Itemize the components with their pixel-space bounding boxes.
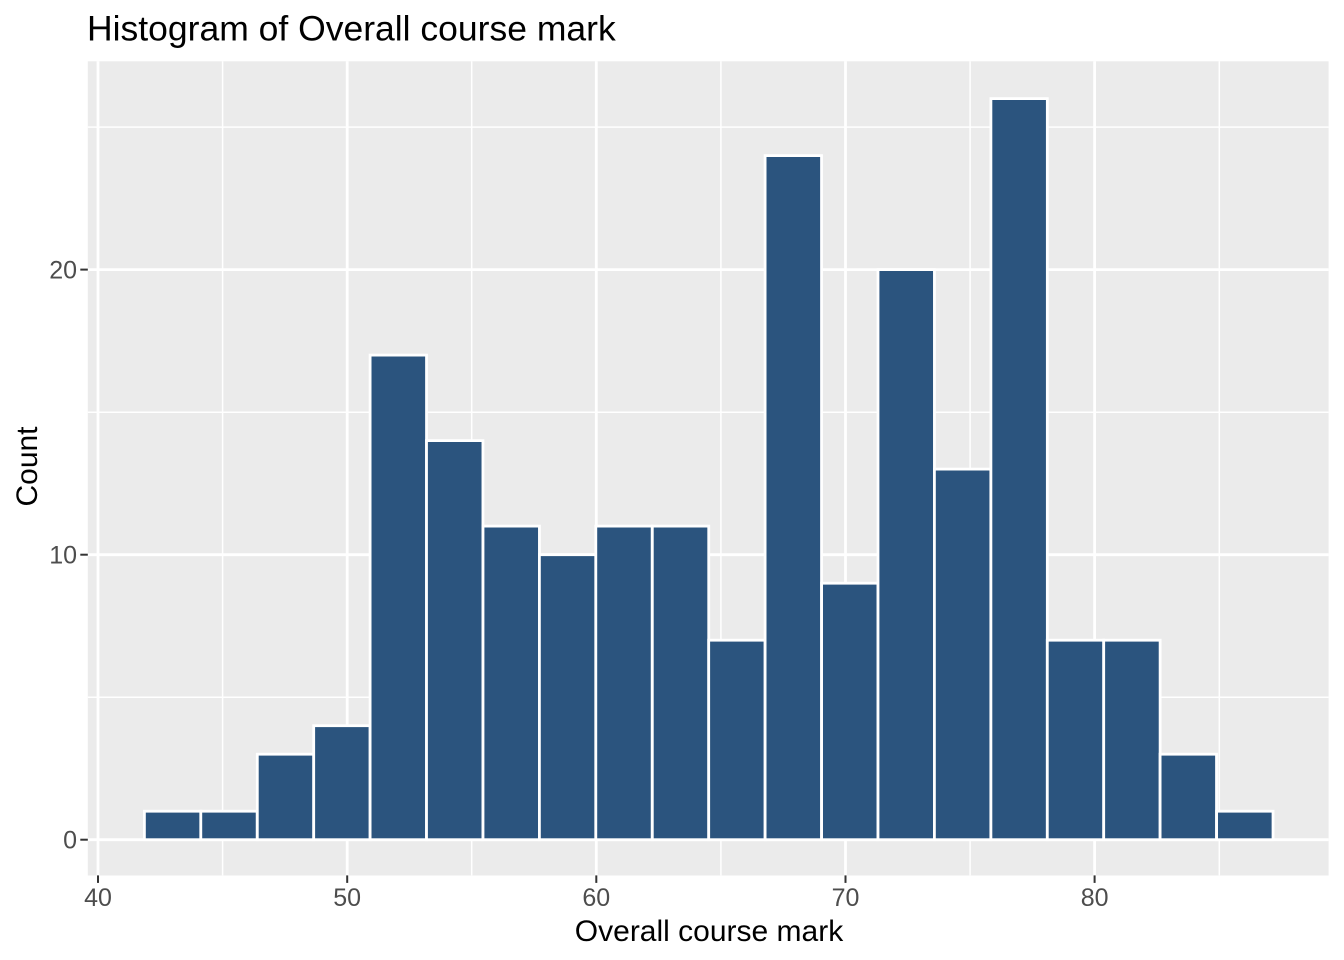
svg-text:Histogram of Overall course ma: Histogram of Overall course mark <box>87 8 616 48</box>
svg-text:Count: Count <box>11 426 44 507</box>
svg-text:20: 20 <box>49 257 77 285</box>
svg-text:40: 40 <box>84 884 112 912</box>
svg-text:Overall course mark: Overall course mark <box>575 915 844 948</box>
svg-text:60: 60 <box>582 884 610 912</box>
svg-text:70: 70 <box>832 884 860 912</box>
svg-text:0: 0 <box>63 827 77 855</box>
svg-text:80: 80 <box>1081 884 1109 912</box>
svg-text:10: 10 <box>49 542 77 570</box>
svg-text:50: 50 <box>333 884 361 912</box>
